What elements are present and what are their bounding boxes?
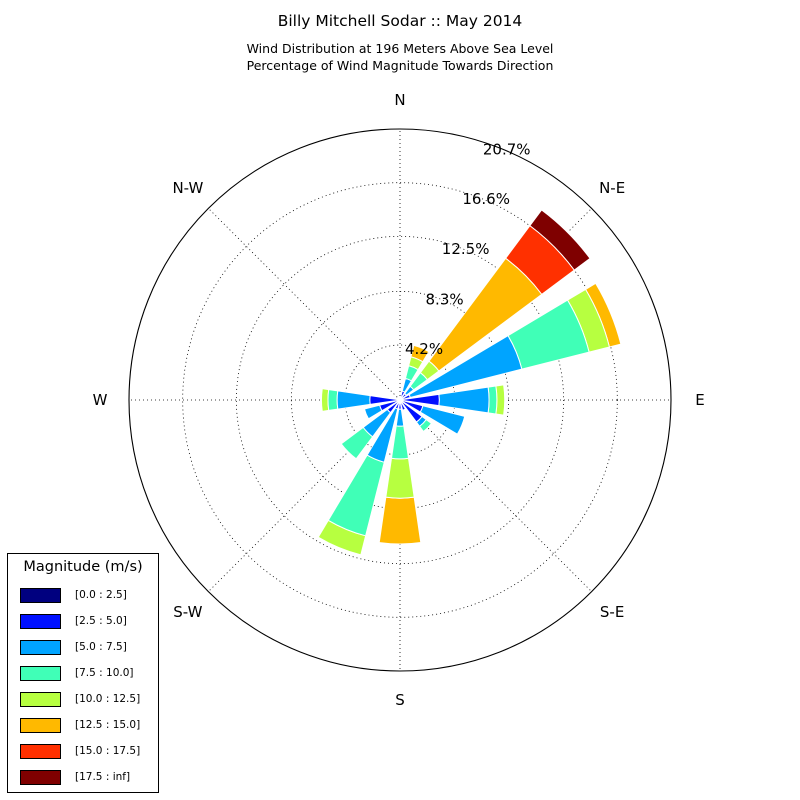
radial-tick-label-0: 4.2%	[405, 340, 443, 358]
legend-label: [5.0 : 7.5]	[75, 641, 127, 653]
radial-tick-label-3: 16.6%	[462, 190, 510, 208]
wedge-dir-180-bin-5	[378, 496, 422, 545]
wedge-dir-180-bin-4	[385, 457, 415, 499]
wedge-dir-270-bin-3	[327, 389, 339, 411]
legend-swatch	[20, 614, 61, 629]
chart-subtitle-line-1: Wind Distribution at 196 Meters Above Se…	[246, 41, 554, 56]
legend-swatch	[20, 588, 61, 603]
radial-tick-label-1: 8.3%	[426, 291, 464, 309]
legend-swatch	[20, 666, 61, 681]
legend-swatch	[20, 744, 61, 759]
radial-gridline-3	[182, 182, 618, 618]
wind-bars	[317, 209, 622, 556]
wedge-dir-90-bin-2	[438, 386, 490, 414]
direction-label-s: S	[395, 691, 405, 709]
direction-label-n-w: N-W	[172, 179, 203, 197]
chart-subtitle-line-2: Percentage of Wind Magnitude Towards Dir…	[246, 58, 554, 73]
legend-label: [17.5 : inf]	[75, 771, 131, 783]
legend-swatch	[20, 770, 61, 785]
wedge-dir-180-bin-3	[390, 425, 410, 460]
spoke-s-e	[399, 399, 592, 592]
outer-circle	[128, 128, 672, 672]
polar-labels: N N-E E S-E S S-W W N-W 4.2% 8.3% 12.5% 16.6% 20.7%	[93, 91, 705, 709]
legend-swatch	[20, 718, 61, 733]
radial-tick-label-2: 12.5%	[442, 240, 490, 258]
direction-label-n-e: N-E	[599, 179, 625, 197]
legend-label: [7.5 : 10.0]	[75, 667, 134, 679]
legend-label: [2.5 : 5.0]	[75, 615, 127, 627]
legend-swatch	[20, 692, 61, 707]
direction-label-s-e: S-E	[600, 603, 624, 621]
chart-title: Billy Mitchell Sodar :: May 2014	[277, 12, 523, 30]
legend-title: Magnitude (m/s)	[23, 559, 143, 575]
wedge-dir-202.5-bin-3	[327, 454, 385, 537]
direction-label-s-w: S-W	[173, 603, 202, 621]
legend-label: [12.5 : 15.0]	[75, 719, 141, 731]
legend-label: [15.0 : 17.5]	[75, 745, 141, 757]
legend-swatch	[20, 640, 61, 655]
legend-label: [10.0 : 12.5]	[75, 693, 141, 705]
direction-label-w: W	[93, 391, 108, 409]
polar-frame	[128, 128, 672, 672]
legend: Magnitude (m/s) [0.0 : 2.5] [2.5 : 5.0] [5…	[7, 553, 159, 793]
legend-label: [0.0 : 2.5]	[75, 589, 127, 601]
wedge-dir-270-bin-2	[336, 390, 371, 410]
direction-label-n: N	[394, 91, 405, 109]
radial-gridline-2	[235, 235, 565, 565]
direction-label-e: E	[695, 391, 704, 409]
radial-tick-label-4: 20.7%	[483, 141, 531, 159]
spoke-n-w	[208, 208, 401, 401]
